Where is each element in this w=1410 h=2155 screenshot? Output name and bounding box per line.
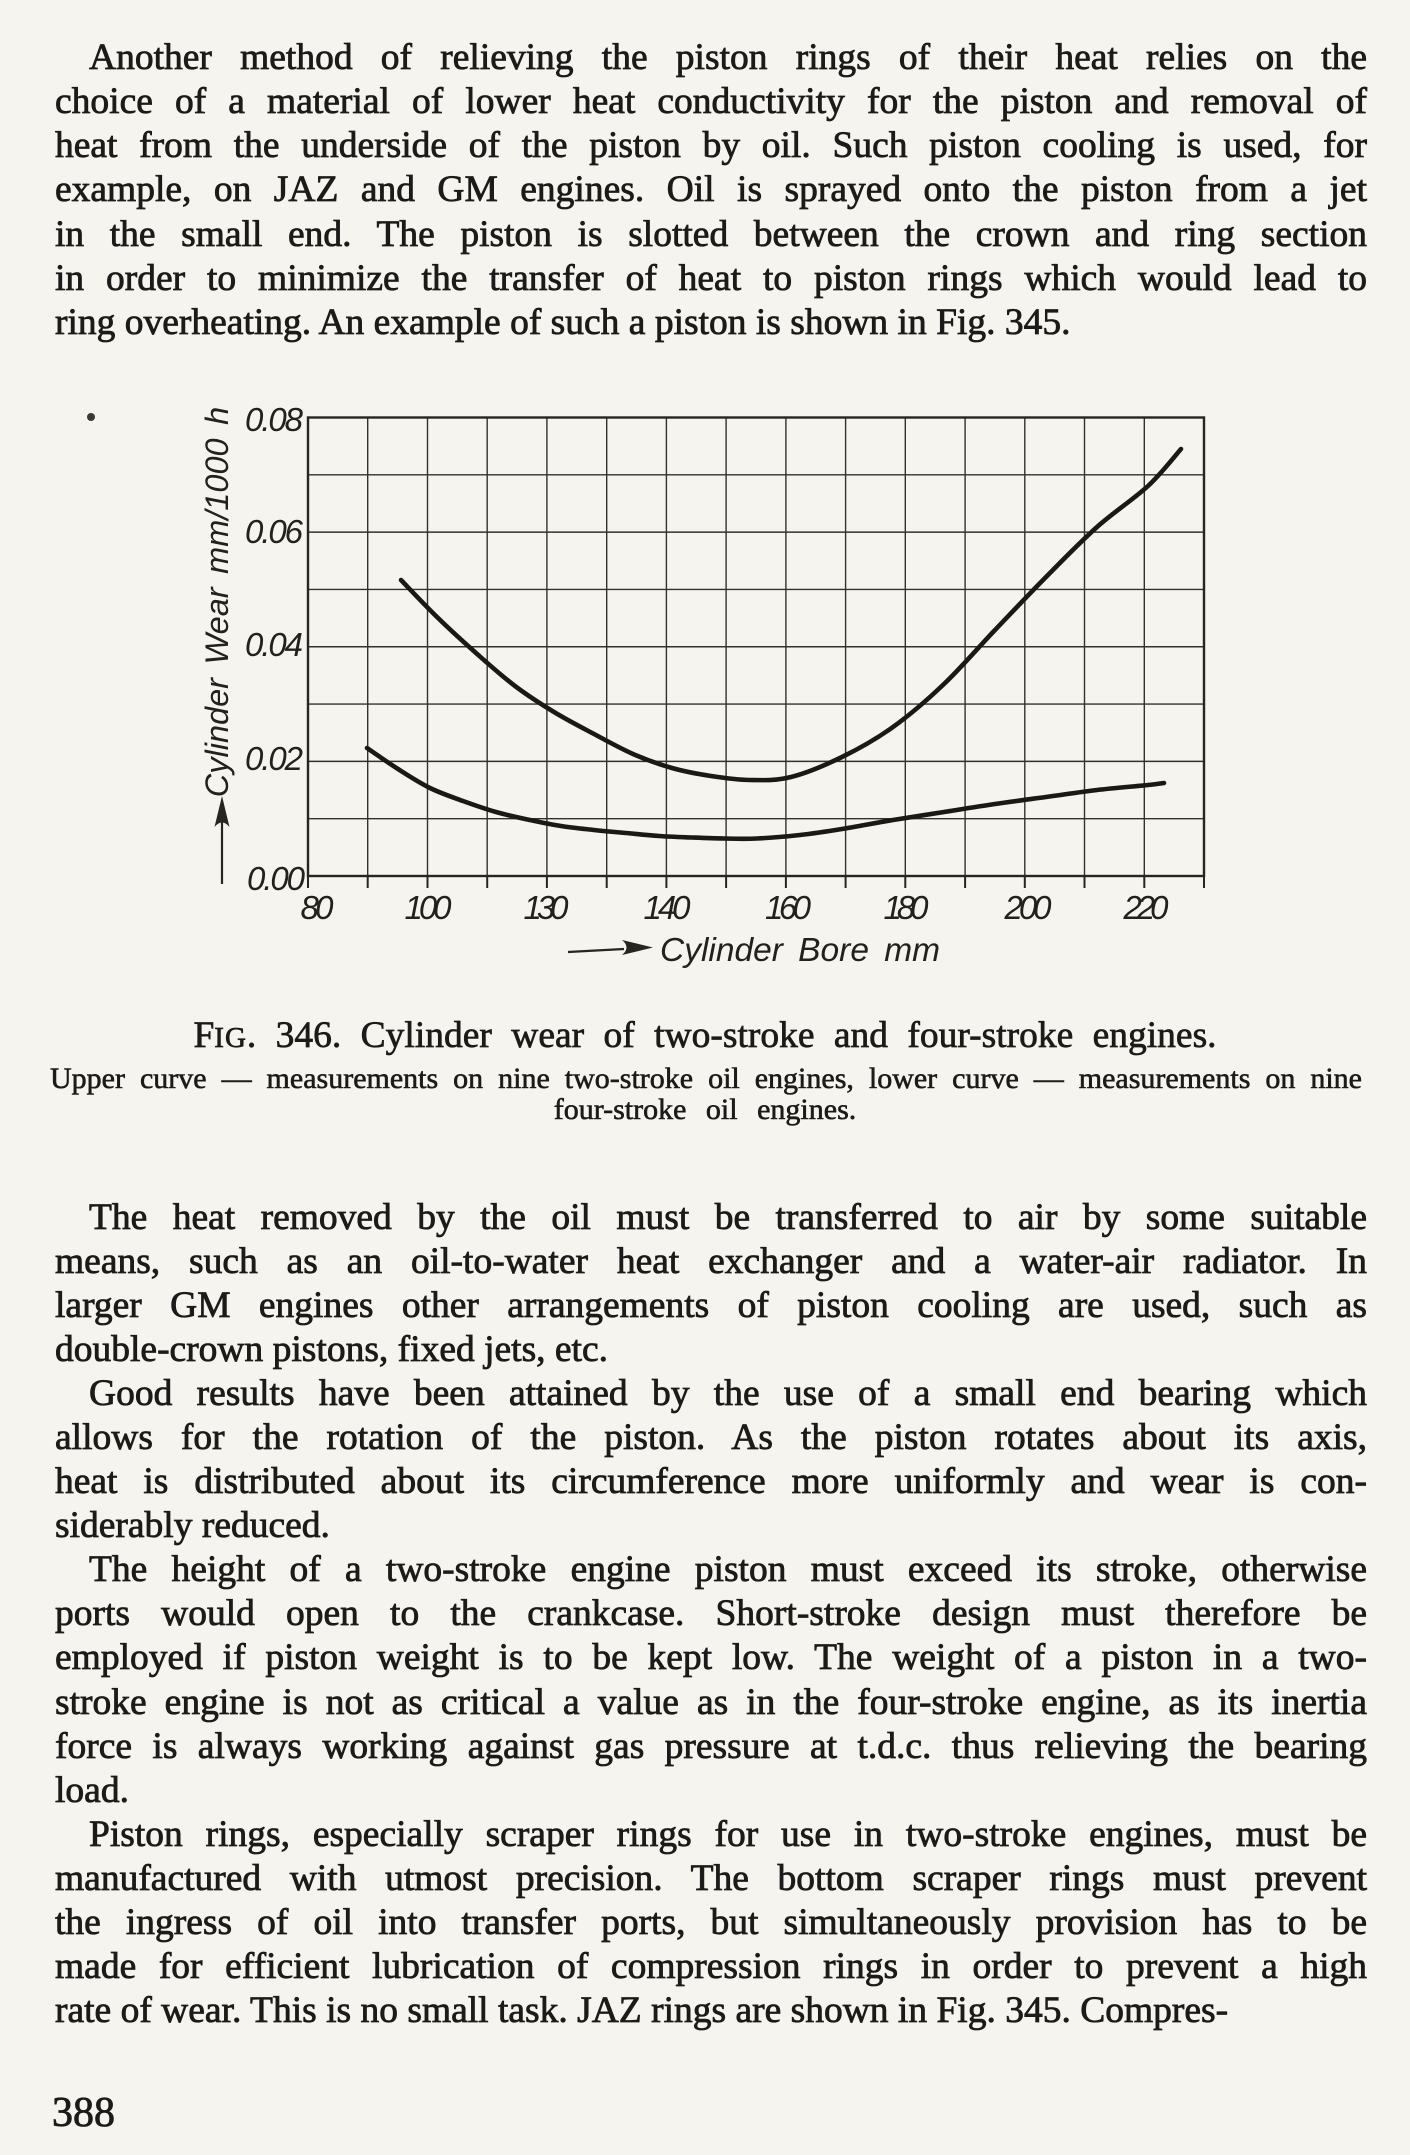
svg-text:200: 200 (1004, 889, 1053, 926)
svg-text:80: 80 (301, 889, 335, 926)
svg-text:0.08: 0.08 (245, 401, 304, 438)
svg-text:140: 140 (644, 889, 692, 926)
svg-text:160: 160 (765, 889, 812, 926)
svg-text:130: 130 (524, 889, 570, 926)
svg-text:220: 220 (1123, 889, 1170, 926)
svg-text:0.06: 0.06 (245, 513, 304, 550)
svg-text:0.04: 0.04 (245, 626, 303, 663)
svg-text:0.02: 0.02 (245, 740, 303, 777)
svg-text:Cylinder Wear mm/1000 h: Cylinder Wear mm/1000 h (199, 407, 235, 797)
svg-text:0.00: 0.00 (247, 860, 306, 897)
svg-text:180: 180 (884, 889, 930, 926)
svg-text:100: 100 (405, 889, 453, 926)
svg-text:Cylinder Bore mm: Cylinder Bore mm (660, 932, 940, 969)
